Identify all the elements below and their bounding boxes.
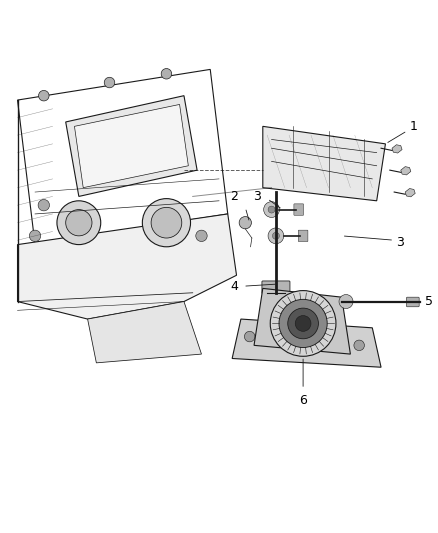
Circle shape (29, 230, 41, 241)
Polygon shape (232, 319, 381, 367)
Circle shape (239, 216, 251, 229)
Polygon shape (66, 96, 197, 197)
Polygon shape (405, 189, 415, 197)
Text: 6: 6 (299, 393, 307, 407)
Circle shape (295, 316, 311, 332)
Circle shape (279, 300, 327, 348)
Circle shape (104, 77, 115, 88)
Circle shape (339, 295, 353, 309)
Circle shape (268, 228, 284, 244)
Text: 1: 1 (410, 120, 417, 133)
Polygon shape (88, 302, 201, 363)
Circle shape (161, 69, 172, 79)
Circle shape (268, 206, 275, 213)
FancyBboxPatch shape (262, 281, 290, 294)
FancyBboxPatch shape (294, 204, 304, 215)
FancyBboxPatch shape (298, 230, 308, 241)
Circle shape (244, 332, 255, 342)
Circle shape (264, 201, 279, 217)
Circle shape (39, 91, 49, 101)
Polygon shape (18, 214, 237, 319)
Text: 5: 5 (425, 295, 433, 308)
Circle shape (38, 199, 49, 211)
Polygon shape (74, 104, 188, 188)
Circle shape (66, 209, 92, 236)
Polygon shape (254, 288, 350, 354)
Polygon shape (401, 167, 411, 175)
Circle shape (354, 340, 364, 351)
Circle shape (196, 230, 207, 241)
Circle shape (270, 290, 336, 356)
Circle shape (151, 207, 182, 238)
Circle shape (142, 199, 191, 247)
Text: 3: 3 (253, 190, 261, 203)
Circle shape (272, 232, 279, 239)
Polygon shape (263, 126, 385, 201)
Circle shape (57, 201, 101, 245)
FancyBboxPatch shape (406, 297, 419, 307)
Text: 4: 4 (231, 280, 239, 293)
Text: 3: 3 (396, 236, 404, 249)
Polygon shape (392, 145, 402, 153)
Circle shape (288, 308, 318, 339)
Text: 2: 2 (230, 190, 238, 203)
